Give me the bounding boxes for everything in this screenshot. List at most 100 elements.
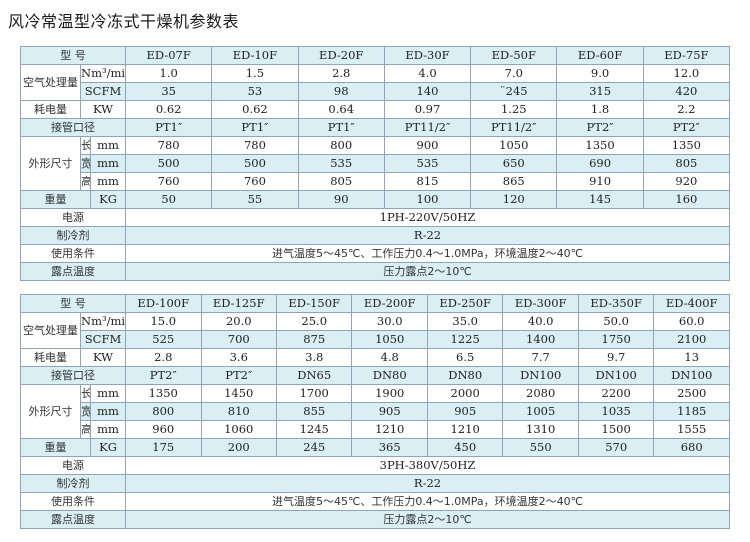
scfm-row-value: 1050 bbox=[351, 330, 428, 349]
scfm-row-value: 2100 bbox=[653, 330, 730, 349]
length-row-value: 2000 bbox=[426, 384, 504, 403]
power-label: 耗电量 bbox=[20, 100, 81, 119]
pipe-row-value: PT2″ bbox=[556, 118, 644, 137]
length-row-value: 780 bbox=[211, 136, 299, 155]
width-row-value: 855 bbox=[275, 402, 353, 421]
nm3-row-value: 35.0 bbox=[426, 312, 504, 331]
scfm-row: SCFM 35 53 98 140 ¨245 315 420 bbox=[21, 82, 731, 101]
nm3-row-value: 2.8 bbox=[297, 64, 385, 83]
conditions-value: 进气温度5～45℃、工作压力0.4～1.0MPa，环境温度2～40℃ bbox=[125, 244, 730, 263]
weight-row: 重量 KG 175 200 245 365 450 550 570 680 bbox=[20, 438, 730, 457]
scfm-row-value: 525 bbox=[125, 330, 202, 349]
power-row-value: 0.97 bbox=[383, 100, 472, 119]
unit-kw: KW bbox=[79, 100, 127, 119]
model-label: 型 号 bbox=[19, 46, 127, 65]
weight-row-value: 160 bbox=[642, 190, 731, 209]
length-label: 长 bbox=[80, 384, 91, 403]
width-row-value: 800 bbox=[125, 402, 202, 421]
pipe-row-value: DN80 bbox=[426, 366, 504, 385]
scfm-row-value: ¨245 bbox=[470, 82, 558, 101]
model-row-value: ED-07F bbox=[125, 46, 213, 65]
unit-mm: mm bbox=[89, 420, 127, 439]
length-row-value: 1450 bbox=[200, 384, 277, 403]
dewpoint-value: 压力露点2～10℃ bbox=[125, 510, 730, 529]
height-row-value: 865 bbox=[470, 172, 558, 191]
width-row-value: 1035 bbox=[577, 402, 655, 421]
scfm-row-value: 1400 bbox=[502, 330, 579, 349]
weight-row-value: 680 bbox=[653, 438, 730, 457]
scfm-row-value: 1750 bbox=[577, 330, 655, 349]
power-row-value: 9.7 bbox=[577, 348, 655, 367]
conditions-label: 使用条件 bbox=[19, 492, 127, 511]
length-row-value: 1050 bbox=[470, 136, 558, 155]
power-row-value: 2.8 bbox=[125, 348, 202, 367]
power-row-value: 6.5 bbox=[426, 348, 504, 367]
supply-value: 1PH-220V/50HZ bbox=[125, 208, 730, 227]
nm3-row-value: 4.0 bbox=[383, 64, 472, 83]
length-row-value: 1700 bbox=[275, 384, 353, 403]
weight-row-value: 450 bbox=[426, 438, 504, 457]
weight-row-value: 90 bbox=[297, 190, 385, 209]
power-row: 耗电量 KW 0.62 0.62 0.64 0.97 1.25 1.8 2.2 bbox=[20, 100, 731, 119]
power-row-value: 1.25 bbox=[470, 100, 558, 119]
dewpoint-label: 露点温度 bbox=[19, 510, 127, 529]
pipe-row-value: PT11/2″ bbox=[470, 118, 558, 137]
power-label: 耗电量 bbox=[20, 348, 81, 367]
pipe-row-value: PT11/2″ bbox=[383, 118, 472, 137]
height-row-value: 1310 bbox=[502, 420, 579, 439]
length-row-value: 1350 bbox=[642, 136, 731, 155]
power-row-value: 3.8 bbox=[275, 348, 353, 367]
page-title: 风冷常温型冷冻式干燥机参数表 bbox=[8, 12, 240, 31]
height-row-value: 760 bbox=[211, 172, 299, 191]
height-row-value: 910 bbox=[556, 172, 644, 191]
power-row-value: 4.8 bbox=[351, 348, 428, 367]
nm3-row-value: 1.5 bbox=[211, 64, 299, 83]
model-row-value: ED-350F bbox=[577, 294, 655, 313]
scfm-row-value: 1225 bbox=[426, 330, 504, 349]
supply-label: 电源 bbox=[19, 456, 127, 475]
width-label: 宽 bbox=[80, 154, 91, 173]
width-row-value: 810 bbox=[200, 402, 277, 421]
pipe-row-value: DN100 bbox=[577, 366, 655, 385]
model-label: 型 号 bbox=[19, 294, 127, 313]
height-row-value: 960 bbox=[125, 420, 202, 439]
unit-mm: mm bbox=[89, 402, 127, 421]
nm3-row-value: 9.0 bbox=[556, 64, 644, 83]
conditions-row: 使用条件 进气温度5～45℃、工作压力0.4～1.0MPa，环境温度2～40℃ bbox=[19, 244, 730, 263]
pipe-row-value: DN80 bbox=[351, 366, 428, 385]
weight-row-value: 200 bbox=[200, 438, 277, 457]
weight-row-value: 120 bbox=[470, 190, 558, 209]
model-row-value: ED-20F bbox=[297, 46, 385, 65]
length-row-value: 900 bbox=[383, 136, 472, 155]
power-row-value: 0.64 bbox=[297, 100, 385, 119]
unit-mm: mm bbox=[89, 154, 127, 173]
model-row-value: ED-125F bbox=[200, 294, 277, 313]
model-row: 型 号 ED-07F ED-10F ED-20F ED-30F ED-50F ED-60F E… bbox=[19, 46, 731, 65]
length-row: 外形尺寸长mm13501450170019002000208022002500 bbox=[20, 384, 730, 439]
scfm-row-value: 875 bbox=[275, 330, 353, 349]
model-row-value: ED-60F bbox=[556, 46, 644, 65]
weight-row-value: 55 bbox=[211, 190, 299, 209]
scfm-row-value: 315 bbox=[556, 82, 644, 101]
unit-mm: mm bbox=[89, 136, 127, 155]
height-row: 高mm9601060124512101210131015001555 bbox=[21, 420, 730, 439]
supply-row: 电源 1PH-220V/50HZ bbox=[19, 208, 730, 227]
length-row-value: 2500 bbox=[653, 384, 730, 403]
model-row: 型 号 ED-100F ED-125F ED-150F ED-200F ED-250F ED… bbox=[19, 294, 730, 313]
height-row-value: 920 bbox=[642, 172, 731, 191]
length-row-value: 2200 bbox=[577, 384, 655, 403]
width-row-value: 1185 bbox=[653, 402, 730, 421]
width-row-value: 535 bbox=[383, 154, 472, 173]
nm3-row-value: 1.0 bbox=[125, 64, 213, 83]
power-row-value: 0.62 bbox=[125, 100, 213, 119]
model-row-value: ED-50F bbox=[470, 46, 558, 65]
power-row-value: 0.62 bbox=[211, 100, 299, 119]
width-label: 宽 bbox=[80, 402, 91, 421]
unit-nm3: Nm³/min bbox=[79, 64, 127, 83]
dewpoint-row: 露点温度 压力露点2～10℃ bbox=[19, 262, 730, 281]
height-row-value: 760 bbox=[125, 172, 213, 191]
model-row-value: ED-100F bbox=[125, 294, 202, 313]
scfm-row: SCFM 525 700 875 1050 1225 1400 1750 2100 bbox=[21, 330, 730, 349]
width-row-value: 535 bbox=[297, 154, 385, 173]
